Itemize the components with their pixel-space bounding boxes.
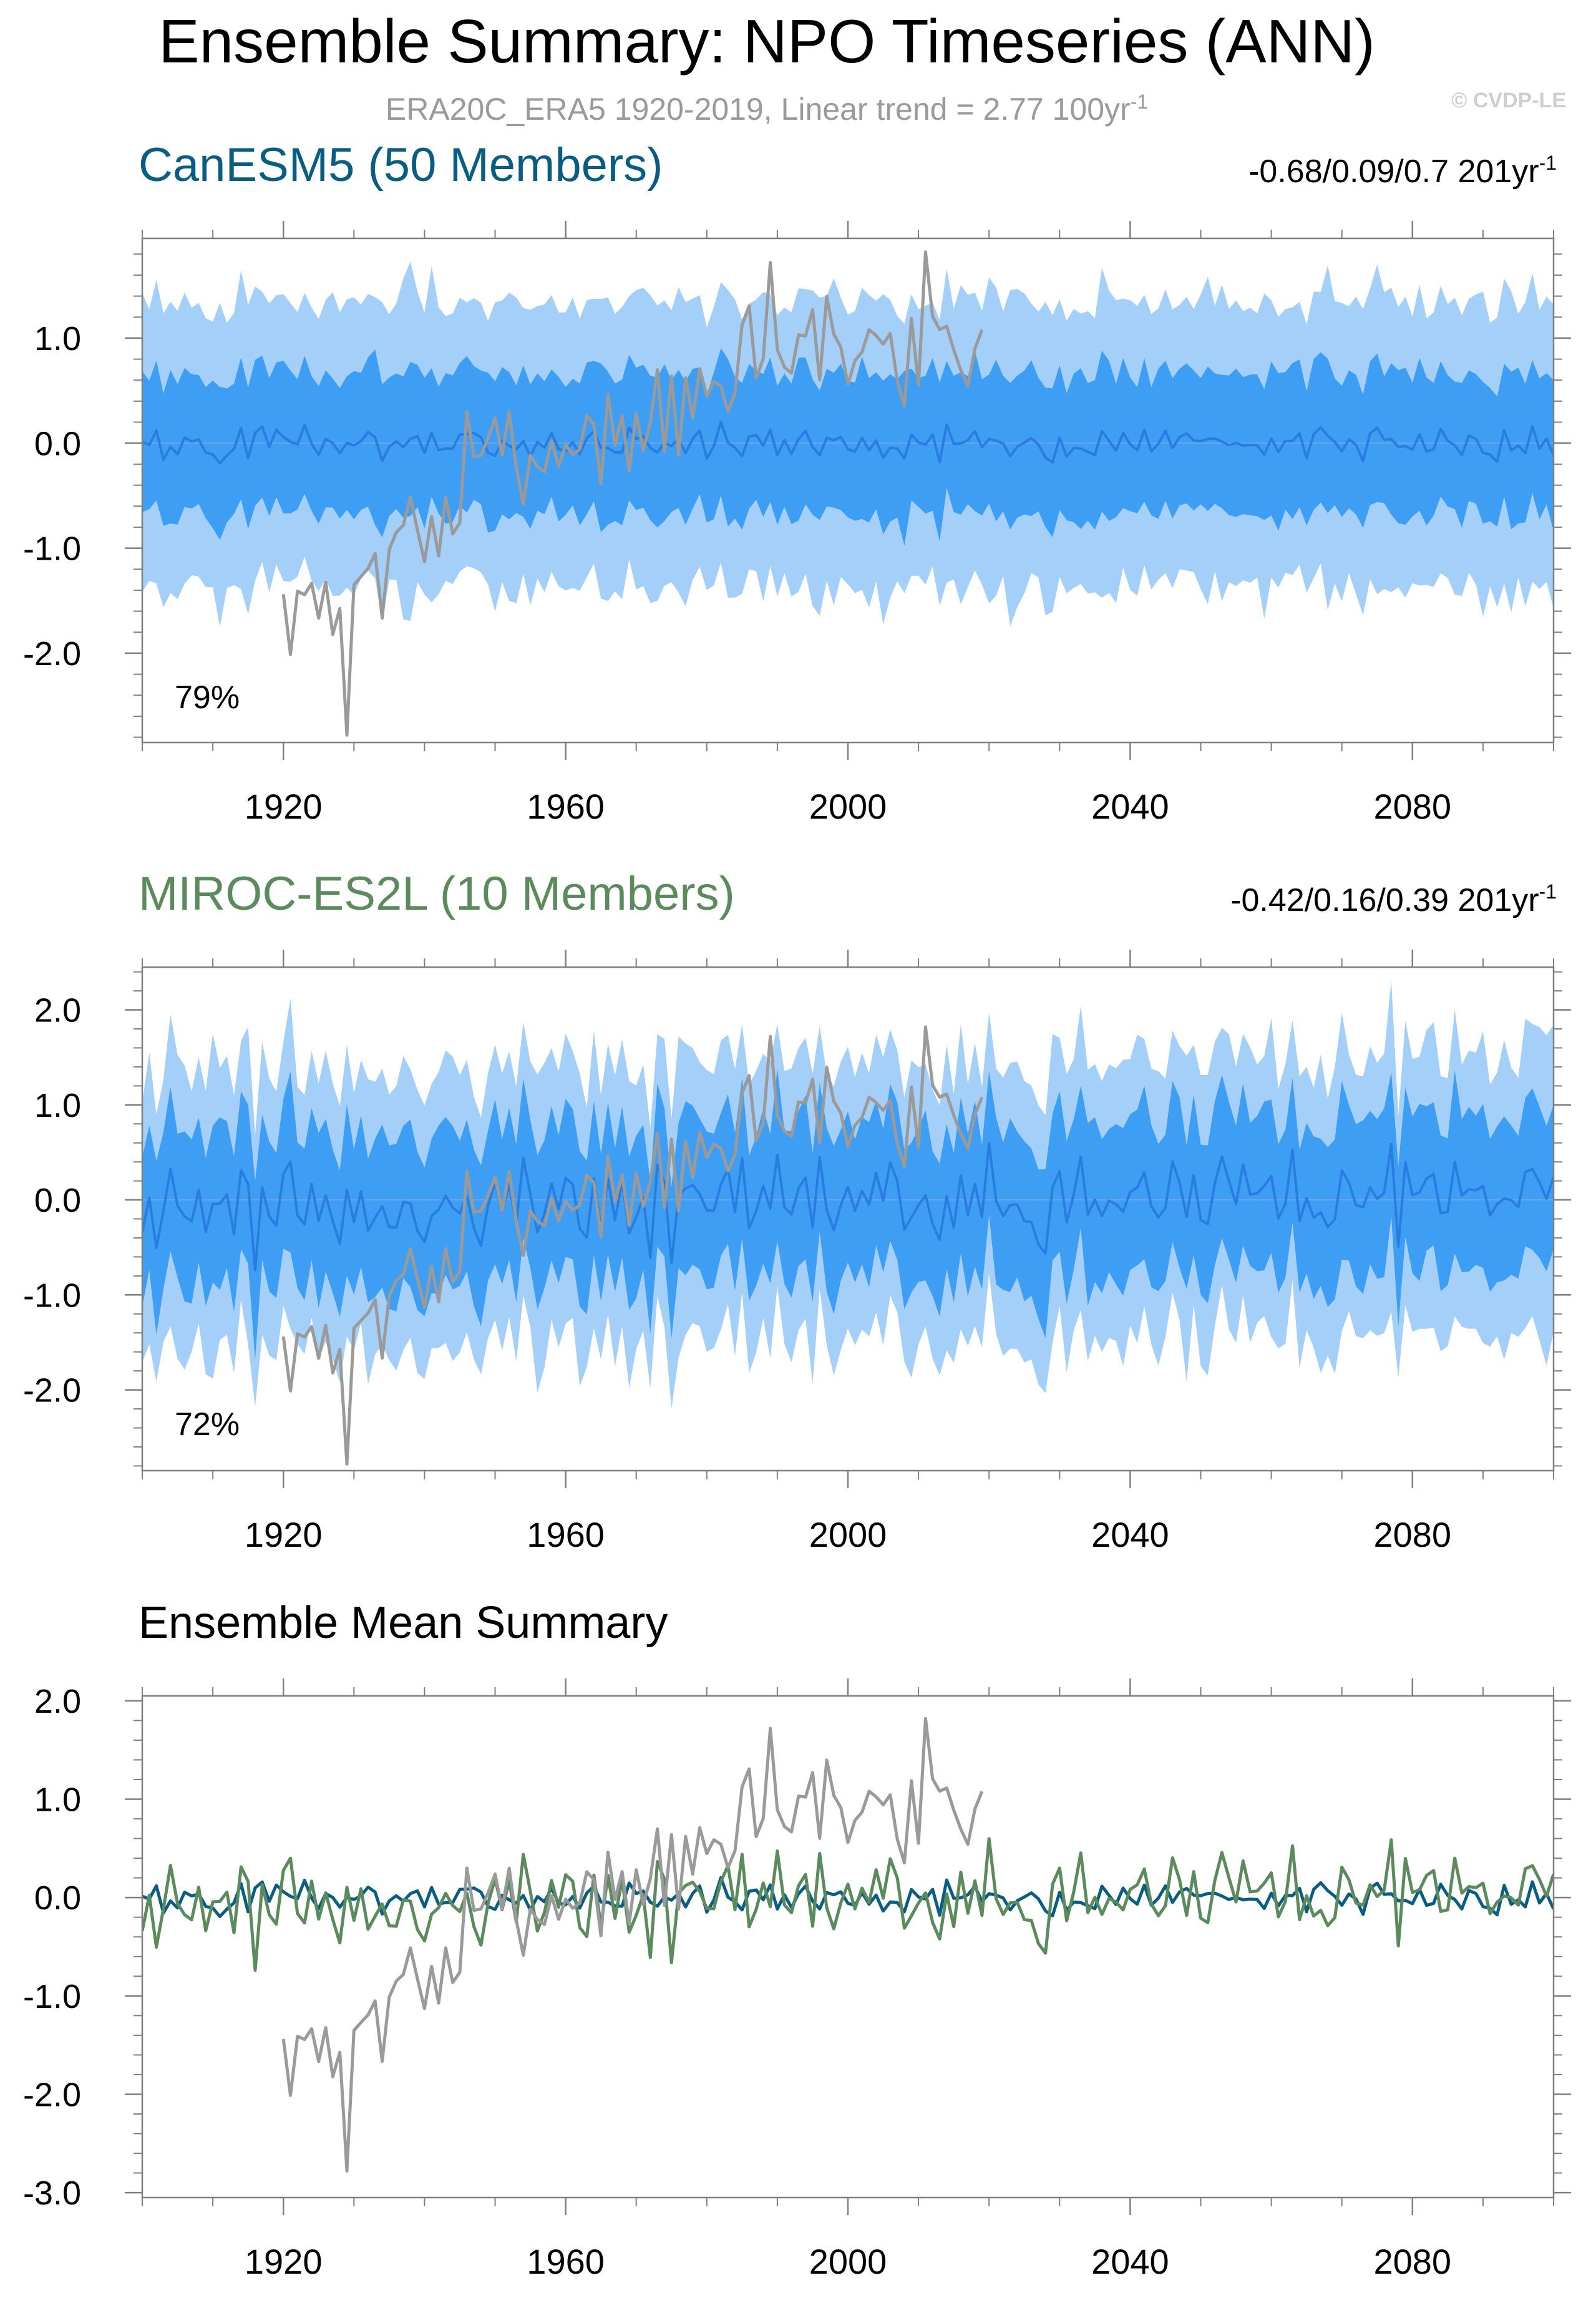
copyright-label: © CVDP-LE: [1451, 89, 1566, 112]
y-tick-label: 1.0: [34, 1087, 81, 1124]
x-tick-label: 2080: [1374, 1515, 1452, 1554]
x-tick-label: 2000: [809, 2242, 887, 2281]
miroc-mean-line: [142, 1837, 1554, 1972]
miroc-panel-title: MIROC-ES2L (10 Members): [139, 867, 735, 920]
y-tick-label: -1.0: [23, 1277, 81, 1314]
y-tick-label: -1.0: [23, 530, 81, 568]
y-tick-label: 1.0: [34, 1781, 81, 1819]
y-tick-label: -2.0: [23, 2076, 81, 2113]
canesm5-panel-title: CanESM5 (50 Members): [139, 139, 663, 192]
x-tick-label: 2080: [1374, 2242, 1452, 2281]
x-tick-label: 1960: [527, 1515, 605, 1554]
canesm5-percent-label: 79%: [175, 679, 240, 716]
miroc-plot-area: 1920 1960 2000 2040 2080 2.0 1.0 0.0 -1.0 -2.0: [23, 950, 1571, 1554]
subtitle-sup: -1: [1131, 90, 1148, 113]
miroc-percent-label: 72%: [175, 1406, 240, 1443]
y-tick-label: 2.0: [34, 1683, 81, 1720]
x-tick-label: 1920: [245, 2242, 323, 2281]
canesm5-obs-line: [281, 250, 984, 737]
canesm5-ensemble-mean-line: [142, 421, 1554, 465]
x-tick-label: 2040: [1091, 2242, 1169, 2281]
y-tick-label: 2.0: [34, 992, 81, 1030]
miroc-inner-band: [142, 1069, 1554, 1360]
y-tick-label: -2.0: [23, 635, 81, 673]
x-tick-label: 2040: [1091, 1515, 1169, 1554]
y-tick-label: 0.0: [34, 1879, 81, 1917]
y-tick-label: 0.0: [34, 425, 81, 462]
canesm5-trend-label: -0.68/0.09/0.7 201yr-1: [1248, 152, 1557, 190]
ensemble-mean-plot-area: 1920 1960 2000 2040 2080 2.0 1.0 0.0 -1.0 -2.0 -3.…: [23, 1678, 1571, 2281]
canesm5-trend-sup: -1: [1539, 152, 1557, 174]
miroc-panel: MIROC-ES2L (10 Members) -0.42/0.16/0.39 …: [23, 867, 1571, 1554]
x-tick-label: 2080: [1374, 787, 1452, 826]
subtitle-text: ERA20C_ERA5 1920-2019, Linear trend = 2.…: [386, 92, 1131, 127]
y-tick-label: 1.0: [34, 320, 81, 358]
x-tick-label: 1960: [527, 2242, 605, 2281]
x-tick-label: 1960: [527, 787, 605, 826]
canesm5-mean-line: [142, 1876, 1554, 1919]
x-tick-label: 1920: [245, 787, 323, 826]
y-tick-label: -2.0: [23, 1372, 81, 1410]
canesm5-panel: CanESM5 (50 Members) -0.68/0.09/0.7 201y…: [23, 139, 1571, 826]
plot-frame-2: [141, 1695, 1555, 2199]
miroc-trend-label: -0.42/0.16/0.39 201yr-1: [1230, 880, 1557, 918]
y-tick-label: -3.0: [23, 2174, 81, 2212]
y-tick-label: -1.0: [23, 1978, 81, 2015]
obs-line: [281, 1716, 984, 2173]
canesm5-trend-text: -0.68/0.09/0.7 201yr: [1248, 153, 1539, 190]
x-tick-label: 2040: [1091, 787, 1169, 826]
canesm5-plot-area: 1920 1960 2000 2040 2080 1.0 0.0 -1.0 -2.0: [23, 221, 1571, 826]
miroc-ensemble-mean-line: [142, 1141, 1554, 1272]
miroc-trend-sup: -1: [1539, 880, 1557, 903]
ensemble-mean-panel-title: Ensemble Mean Summary: [139, 1598, 668, 1648]
ensemble-mean-panel: Ensemble Mean Summary 1920 1960 2000 2040 20…: [23, 1598, 1571, 2281]
x-tick-label: 2000: [809, 1515, 887, 1554]
x-tick-label: 1920: [245, 1515, 323, 1554]
miroc-trend-text: -0.42/0.16/0.39 201yr: [1230, 882, 1539, 918]
miroc-obs-line: [281, 1025, 984, 1466]
x-tick-label: 2000: [809, 787, 887, 826]
y-tick-label: 0.0: [34, 1182, 81, 1219]
figure-subtitle: ERA20C_ERA5 1920-2019, Linear trend = 2.…: [386, 90, 1148, 127]
figure-title: Ensemble Summary: NPO Timeseries (ANN): [158, 7, 1375, 75]
